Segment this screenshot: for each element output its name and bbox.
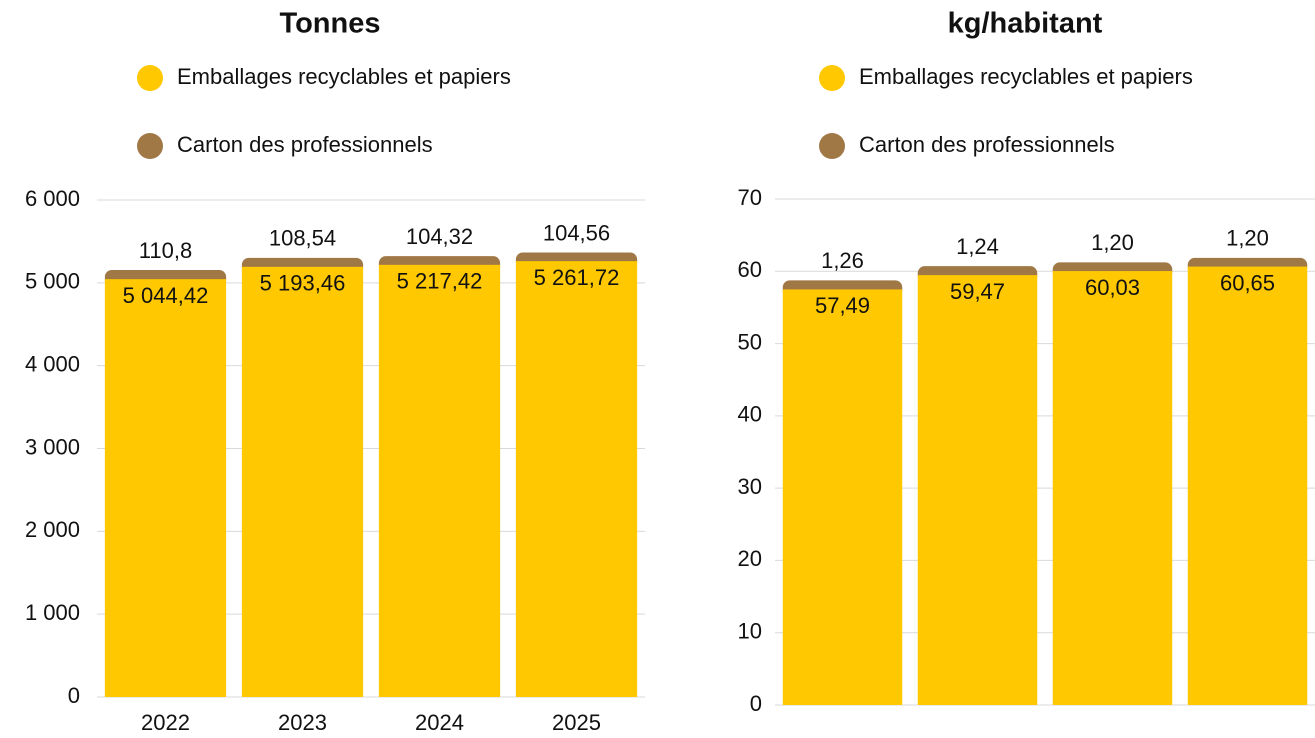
data-label: 104,56	[543, 220, 610, 245]
data-label: 60,03	[1085, 275, 1140, 300]
y-tick-label: 50	[738, 329, 762, 354]
bar-segment	[241, 266, 364, 697]
y-tick-label: 1 000	[25, 600, 80, 625]
data-label: 60,65	[1220, 270, 1275, 295]
y-tick-label: 5 000	[25, 269, 80, 294]
chart-title: Tonnes	[280, 8, 381, 40]
x-tick-label: 2025	[552, 710, 601, 735]
bar-segment	[515, 261, 638, 697]
bar-segment	[1187, 266, 1308, 705]
data-label: 59,47	[950, 279, 1005, 304]
y-tick-label: 40	[738, 402, 762, 427]
y-tick-label: 4 000	[25, 351, 80, 376]
data-label: 5 261,72	[534, 265, 620, 290]
data-label: 1,20	[1226, 226, 1269, 251]
data-label: 57,49	[815, 293, 870, 318]
y-tick-label: 3 000	[25, 434, 80, 459]
legend-label: Emballages recyclables et papiers	[859, 64, 1193, 89]
bar-segment	[104, 279, 227, 697]
bar-segment	[917, 275, 1038, 705]
legend-swatch	[819, 133, 845, 159]
legend-swatch	[137, 133, 163, 159]
y-tick-label: 60	[738, 257, 762, 282]
y-tick-label: 0	[750, 691, 762, 716]
legend-label: Emballages recyclables et papiers	[177, 64, 511, 89]
y-tick-label: 70	[738, 185, 762, 210]
y-tick-label: 2 000	[25, 517, 80, 542]
data-label: 1,20	[1091, 230, 1134, 255]
bar-segment	[782, 289, 903, 705]
x-tick-label: 2024	[415, 710, 464, 735]
data-label: 5 217,42	[397, 269, 483, 294]
y-tick-label: 30	[738, 474, 762, 499]
x-tick-label: 2022	[141, 710, 190, 735]
legend-swatch	[137, 65, 163, 91]
y-tick-label: 0	[68, 683, 80, 708]
data-label: 104,32	[406, 224, 473, 249]
data-label: 1,24	[956, 234, 999, 259]
legend-label: Carton des professionnels	[859, 132, 1115, 157]
data-label: 108,54	[269, 226, 336, 251]
y-tick-label: 20	[738, 546, 762, 571]
data-label: 110,8	[139, 238, 192, 263]
legend-label: Carton des professionnels	[177, 132, 433, 157]
bar-segment	[1052, 271, 1173, 705]
data-label: 5 044,42	[123, 283, 209, 308]
y-tick-label: 6 000	[25, 186, 80, 211]
data-label: 1,26	[821, 248, 864, 273]
data-label: 5 193,46	[260, 271, 346, 296]
x-tick-label: 2023	[278, 710, 327, 735]
chart-title: kg/habitant	[948, 8, 1103, 40]
bar-segment	[378, 264, 501, 697]
y-tick-label: 10	[738, 619, 762, 644]
legend-swatch	[819, 65, 845, 91]
